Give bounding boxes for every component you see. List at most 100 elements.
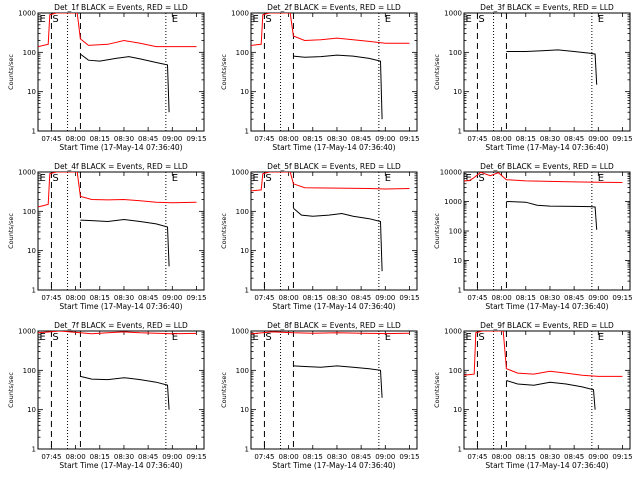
- x-tick-label: 08:45: [564, 294, 584, 302]
- x-tick-label: 08:15: [303, 453, 323, 461]
- y-axis-title: Counts/sec: [433, 54, 441, 90]
- y-tick-label: 1000: [18, 328, 36, 336]
- x-tick-label: 07:45: [41, 294, 61, 302]
- marker-label-s: S: [265, 173, 271, 184]
- x-tick-label: 08:00: [279, 453, 299, 461]
- x-tick-label: 08:45: [138, 135, 158, 143]
- y-tick-label: 100: [23, 208, 36, 216]
- marker-label-s: S: [52, 14, 58, 25]
- y-axis-title: Counts/sec: [7, 213, 15, 249]
- panel-8: Det_8f BLACK = Events, RED = LLD 1 10 100 10…: [220, 321, 420, 470]
- y-tick-label: 100: [236, 208, 249, 216]
- y-tick-label: 1000: [231, 169, 249, 177]
- x-tick-label: 08:00: [279, 135, 299, 143]
- x-tick-label: 07:45: [41, 453, 61, 461]
- x-tick-label: 09:15: [399, 453, 419, 461]
- x-tick-label: 08:45: [351, 135, 371, 143]
- y-tick-label: 1: [245, 287, 249, 295]
- series-line-events: [293, 365, 383, 398]
- y-tick-label: 100: [23, 367, 36, 375]
- x-tick-label: 09:15: [612, 294, 632, 302]
- x-tick-label: 07:45: [254, 294, 274, 302]
- y-tick-label: 1: [32, 128, 36, 136]
- x-tick-label: 09:15: [399, 135, 419, 143]
- plot-frame: [250, 12, 418, 132]
- x-tick-label: 08:00: [66, 135, 86, 143]
- y-tick-label: 1: [32, 287, 36, 295]
- panel-1: Det_1f BLACK = Events, RED = LLD 1 10 100 10…: [7, 3, 207, 152]
- y-tick-label: 10: [453, 406, 462, 414]
- y-axis-title: Counts/sec: [7, 54, 15, 90]
- series-line-events: [80, 218, 170, 267]
- x-tick-label: 08:15: [516, 135, 536, 143]
- x-tick-label: 09:15: [186, 135, 206, 143]
- y-axis-title: Counts/sec: [220, 213, 228, 249]
- panel-title: Det_5f BLACK = Events, RED = LLD: [267, 162, 401, 171]
- plot-frame: [37, 171, 205, 291]
- marker-label-e: E: [598, 14, 604, 25]
- y-tick-label: 1: [458, 287, 462, 295]
- panel-title: Det_3f BLACK = Events, RED = LLD: [480, 3, 614, 12]
- series-line-events: [293, 54, 383, 120]
- marker-label-s: S: [265, 332, 271, 343]
- series-line-events: [80, 53, 170, 113]
- x-tick-label: 08:00: [66, 453, 86, 461]
- x-tick-label: 07:45: [467, 453, 487, 461]
- x-tick-label: 08:00: [492, 453, 512, 461]
- x-tick-label: 09:00: [588, 294, 608, 302]
- marker-label-e: E: [40, 14, 46, 25]
- panel-title: Det_8f BLACK = Events, RED = LLD: [267, 321, 401, 330]
- y-tick-label: 10: [27, 247, 36, 255]
- y-tick-label: 10: [240, 247, 249, 255]
- y-tick-label: 100: [23, 49, 36, 57]
- x-axis-title: Start Time (17-May-14 07:36:40): [272, 461, 395, 470]
- y-tick-label: 100: [449, 367, 462, 375]
- x-tick-label: 08:45: [138, 453, 158, 461]
- series-line-events: [506, 49, 598, 85]
- panel-5: Det_5f BLACK = Events, RED = LLD 1 10 100 10…: [220, 162, 420, 311]
- marker-label-s: S: [478, 332, 484, 343]
- series-line-lld: [38, 331, 197, 335]
- x-axis-title: Start Time (17-May-14 07:36:40): [485, 302, 608, 311]
- x-tick-label: 08:30: [114, 453, 134, 461]
- x-tick-label: 08:45: [138, 294, 158, 302]
- y-axis-title: Counts/sec: [220, 372, 228, 408]
- marker-label-e: E: [385, 14, 391, 25]
- panel-title: Det_1f BLACK = Events, RED = LLD: [54, 3, 188, 12]
- x-tick-label: 08:30: [540, 453, 560, 461]
- plot-frame: [463, 12, 631, 132]
- x-tick-label: 08:30: [327, 453, 347, 461]
- panel-title: Det_4f BLACK = Events, RED = LLD: [54, 162, 188, 171]
- series-line-events: [506, 380, 596, 410]
- marker-label-s: S: [52, 332, 58, 343]
- marker-label-e: E: [466, 332, 472, 343]
- x-tick-label: 09:00: [588, 453, 608, 461]
- x-tick-label: 09:00: [375, 453, 395, 461]
- panel-2: Det_2f BLACK = Events, RED = LLD 1 10 100 10…: [220, 3, 420, 152]
- y-tick-label: 1: [245, 446, 249, 454]
- panel-title: Det_9f BLACK = Events, RED = LLD: [480, 321, 614, 330]
- x-tick-label: 08:00: [492, 135, 512, 143]
- x-tick-label: 08:30: [327, 135, 347, 143]
- y-tick-label: 1000: [444, 10, 462, 18]
- series-line-events: [506, 201, 598, 230]
- x-tick-label: 08:15: [303, 294, 323, 302]
- x-tick-label: 08:45: [351, 294, 371, 302]
- x-tick-label: 09:15: [612, 135, 632, 143]
- x-tick-label: 09:00: [162, 453, 182, 461]
- x-axis-title: Start Time (17-May-14 07:36:40): [272, 302, 395, 311]
- x-tick-label: 09:15: [186, 294, 206, 302]
- x-tick-label: 08:30: [327, 294, 347, 302]
- y-tick-label: 10: [453, 257, 462, 265]
- y-tick-label: 10: [27, 406, 36, 414]
- x-tick-label: 08:30: [114, 135, 134, 143]
- panel-title: Det_6f BLACK = Events, RED = LLD: [480, 162, 614, 171]
- x-axis-title: Start Time (17-May-14 07:36:40): [59, 143, 182, 152]
- plot-frame: [37, 330, 205, 450]
- series-line-lld: [38, 172, 197, 208]
- x-tick-label: 09:00: [162, 135, 182, 143]
- panel-7: Det_7f BLACK = Events, RED = LLD 1 10 100 10…: [7, 321, 207, 470]
- x-tick-label: 09:00: [375, 294, 395, 302]
- marker-label-s: S: [52, 173, 58, 184]
